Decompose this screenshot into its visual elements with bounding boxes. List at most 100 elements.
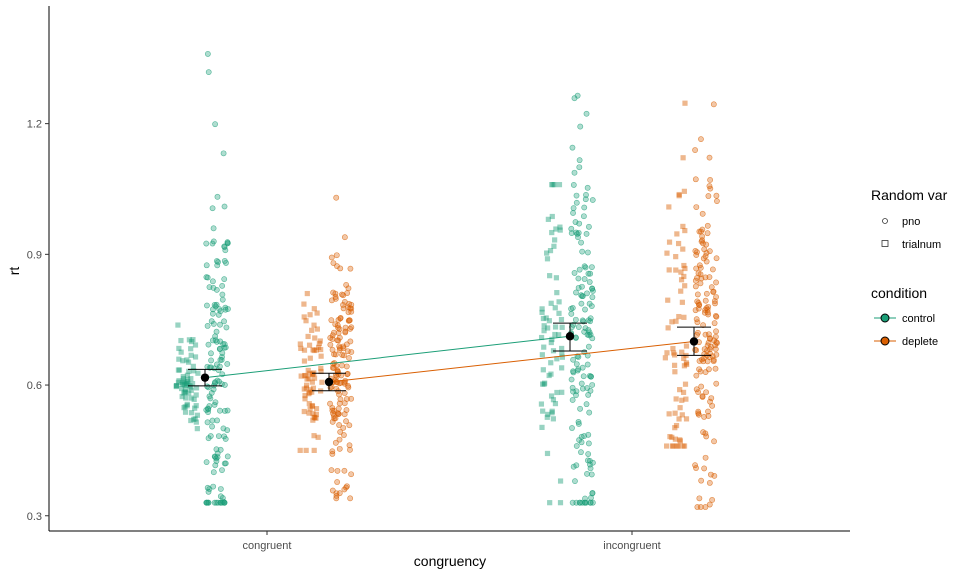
- pno-point: [209, 278, 216, 285]
- trialnum-point: [676, 313, 682, 320]
- trialnum-point: [307, 355, 313, 361]
- trialnum-point: [672, 410, 678, 416]
- pno-point: [212, 333, 219, 340]
- pno-point: [703, 258, 710, 265]
- pno-point: [709, 266, 716, 273]
- pno-point: [577, 123, 584, 130]
- pno-point: [341, 234, 348, 241]
- trialnum-point: [559, 365, 565, 371]
- pno-point: [576, 266, 583, 273]
- pno-point: [214, 262, 221, 269]
- pno-point: [589, 499, 596, 506]
- trialnum-point: [301, 372, 308, 379]
- trialnum-point: [305, 333, 311, 340]
- pno-point: [695, 411, 702, 418]
- trialnum-point: [680, 155, 686, 161]
- pno-point: [703, 241, 710, 248]
- trialnum-point: [552, 237, 558, 243]
- trialnum-point: [669, 319, 675, 325]
- trialnum-point: [311, 347, 317, 354]
- pno-point: [332, 439, 339, 446]
- pno-point: [586, 300, 593, 307]
- legend-deplete-key-icon: [880, 336, 890, 346]
- pno-point: [209, 310, 216, 317]
- pno-point: [330, 410, 336, 417]
- pno-point: [329, 418, 336, 425]
- trialnum-point: [193, 403, 199, 409]
- pno-point: [570, 463, 577, 470]
- pno-point: [345, 382, 351, 389]
- pno-point: [578, 292, 585, 299]
- trialnum-point: [558, 316, 565, 323]
- trialnum-point: [683, 343, 690, 349]
- trialnum-point: [314, 310, 320, 316]
- pno-point: [712, 333, 719, 340]
- pno-point: [215, 433, 222, 439]
- pno-point: [697, 264, 704, 271]
- trialnum-point: [181, 378, 187, 384]
- pno-point: [211, 401, 218, 408]
- trialnum-point: [183, 382, 190, 388]
- trialnum-point: [549, 229, 555, 236]
- x-axis-ticks: congruent incongruent: [243, 531, 661, 552]
- trialnum-point: [318, 353, 324, 359]
- pno-point: [217, 356, 224, 363]
- pno-point: [334, 479, 341, 485]
- pno-point: [702, 504, 709, 510]
- trialnum-point: [185, 377, 191, 383]
- pno-point: [336, 422, 343, 428]
- pno-point: [712, 312, 719, 319]
- x-tick-label-congruent: congruent: [243, 540, 292, 552]
- pno-point: [568, 230, 575, 237]
- trialnum-point: [194, 426, 200, 432]
- pno-point: [692, 248, 699, 254]
- pno-point: [337, 429, 344, 435]
- pno-point: [708, 395, 715, 402]
- pno-point: [583, 110, 590, 117]
- pno-point: [582, 196, 589, 203]
- pno-point: [329, 364, 336, 371]
- trialnum-point: [195, 370, 201, 376]
- pno-point: [570, 356, 577, 363]
- trialnum-point: [678, 277, 685, 283]
- trialnum-point: [541, 381, 547, 387]
- raw-data-points: [173, 51, 720, 510]
- pno-point: [343, 418, 349, 425]
- pno-point: [576, 437, 583, 443]
- trialnum-point: [184, 378, 191, 385]
- pno-point: [582, 306, 588, 313]
- trialnum-point: [545, 411, 551, 418]
- trialnum-point: [176, 356, 182, 362]
- pno-point: [341, 400, 348, 407]
- trialnum-point: [297, 447, 303, 453]
- trialnum-point: [550, 397, 557, 403]
- pno-point: [215, 311, 222, 318]
- trialnum-point: [188, 384, 194, 390]
- pno-point: [333, 194, 340, 201]
- pno-point: [575, 324, 582, 330]
- pno-point: [340, 305, 347, 312]
- trialnum-point: [180, 374, 186, 380]
- pno-point: [569, 425, 575, 431]
- pno-point: [575, 366, 582, 373]
- trialnum-point: [193, 419, 199, 425]
- pno-point: [209, 423, 215, 430]
- pno-point: [328, 317, 335, 324]
- pno-point: [337, 314, 344, 321]
- pno-point: [573, 388, 580, 395]
- trialnum-point: [672, 436, 678, 442]
- pno-point: [581, 204, 588, 211]
- trialnum-point: [184, 403, 190, 409]
- pno-point: [707, 398, 713, 405]
- trialnum-point: [315, 434, 321, 440]
- pno-point: [221, 276, 228, 283]
- trialnum-point: [538, 401, 545, 407]
- pno-point: [205, 488, 212, 495]
- trialnum-point: [184, 381, 190, 387]
- trialnum-point: [673, 422, 680, 429]
- trialnum-point: [305, 367, 311, 374]
- trialnum-point: [548, 393, 555, 399]
- pno-point: [693, 372, 700, 379]
- pno-point: [332, 295, 339, 302]
- pno-point: [714, 198, 720, 205]
